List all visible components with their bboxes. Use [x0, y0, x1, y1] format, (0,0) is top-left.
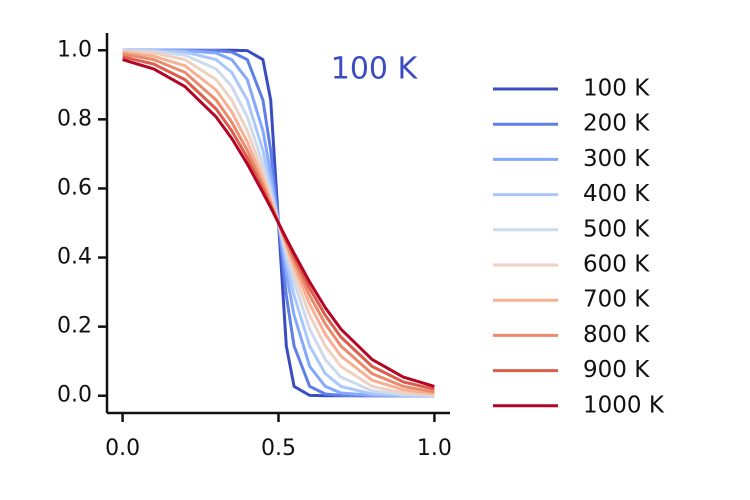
- y-tick-label: 0.4: [57, 245, 92, 270]
- legend-label: 1000 K: [583, 392, 665, 418]
- legend-label: 600 K: [583, 252, 650, 278]
- y-tick-label: 0.6: [57, 175, 92, 200]
- series-line: [122, 58, 435, 388]
- y-tick-label: 0.0: [57, 383, 92, 408]
- y-tick-label: 0.8: [57, 106, 92, 131]
- y-tick-label: 1.0: [57, 37, 92, 62]
- legend-label: 200 K: [583, 111, 650, 137]
- x-tick-label: 0.5: [261, 436, 296, 461]
- y-tick-label: 0.2: [57, 314, 92, 339]
- legend-label: 400 K: [583, 181, 650, 207]
- legend-label: 700 K: [583, 287, 650, 313]
- x-tick-label: 0.0: [105, 436, 140, 461]
- legend-label: 900 K: [583, 357, 650, 383]
- x-tick-label: 1.0: [417, 436, 452, 461]
- legend-label: 300 K: [583, 146, 650, 172]
- legend-label: 100 K: [583, 76, 650, 102]
- annotation: 100 K: [331, 52, 419, 87]
- legend-label: 500 K: [583, 216, 650, 242]
- legend-label: 800 K: [583, 322, 650, 348]
